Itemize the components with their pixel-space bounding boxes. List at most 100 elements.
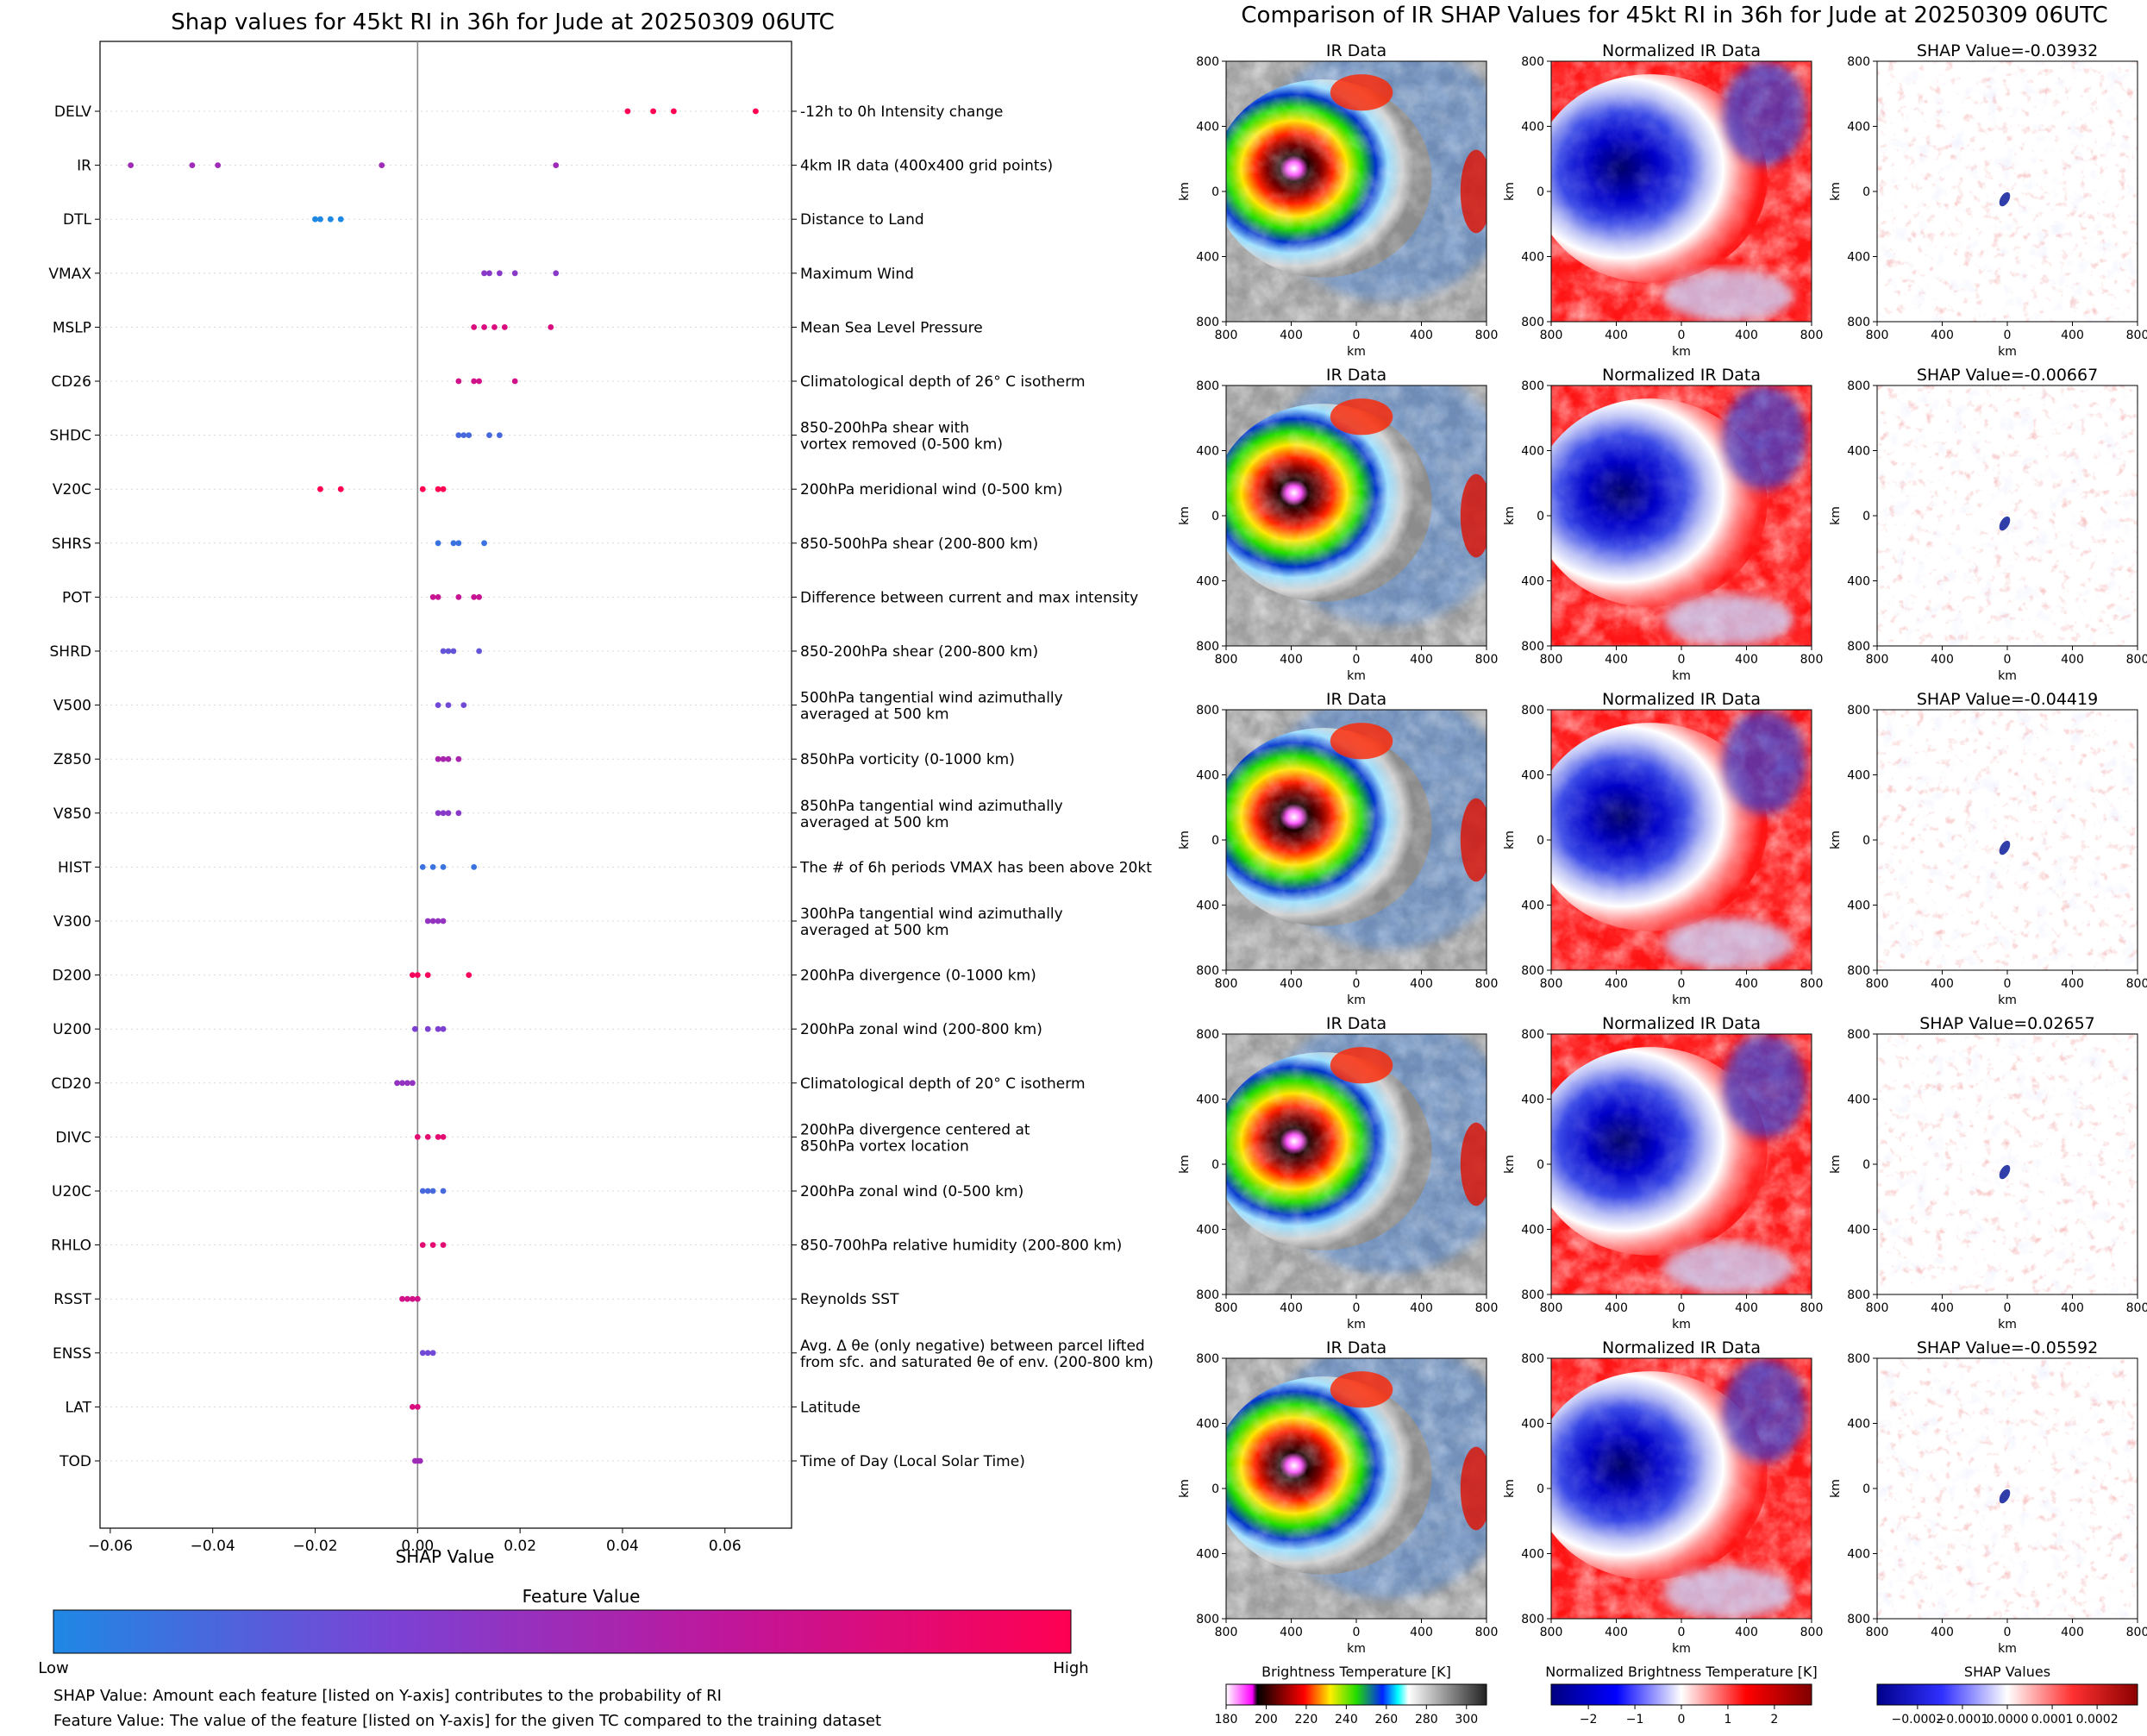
x-tick-label: 400 xyxy=(2061,1626,2084,1639)
shap-point xyxy=(435,810,441,817)
shap-point xyxy=(399,1295,405,1302)
colorbar-tick-label: 300 xyxy=(1455,1713,1478,1727)
x-tick-label: 0 xyxy=(1353,1301,1361,1315)
x-tick-label: 800 xyxy=(1866,1301,1889,1315)
y-tick-label: 400 xyxy=(1847,1418,1870,1432)
norm-noise xyxy=(1551,1034,1812,1294)
colorbar-strip xyxy=(1550,1683,1812,1706)
feature-code-label: SHRS xyxy=(52,536,91,553)
colorbar-tick-label: 200 xyxy=(1255,1713,1278,1727)
y-tick-label: 400 xyxy=(1847,575,1870,589)
ir-panel-title: IR Data xyxy=(1326,1338,1386,1357)
colorbar-tick-label: 240 xyxy=(1335,1713,1358,1727)
x-axis-label: km xyxy=(1998,345,2017,359)
y-tick-label: 800 xyxy=(1521,1028,1544,1042)
feature-code-label: RSST xyxy=(53,1291,91,1308)
y-tick-label: 800 xyxy=(1521,704,1544,718)
shap-panel-title: SHAP Value=-0.05592 xyxy=(1917,1338,2098,1357)
norm-noise xyxy=(1551,710,1812,970)
y-axis-label: km xyxy=(1503,182,1517,201)
feature-description: Time of Day (Local Solar Time) xyxy=(799,1453,1025,1470)
footnote-shap: SHAP Value: Amount each feature [listed … xyxy=(53,1687,722,1705)
x-tick-label: 0 xyxy=(1353,977,1361,991)
feature-description: 200hPa divergence (0-1000 km) xyxy=(800,968,1036,985)
y-tick-label: 400 xyxy=(1847,1094,1870,1107)
shap-point xyxy=(414,1404,421,1410)
feature-code-label: DELV xyxy=(54,103,91,121)
y-tick-label: 800 xyxy=(1521,55,1544,69)
y-tick-label: 400 xyxy=(1196,1094,1219,1107)
y-tick-label: 800 xyxy=(1521,1352,1544,1366)
y-tick-label: 800 xyxy=(1196,1288,1219,1302)
y-tick-label: 800 xyxy=(1521,316,1544,329)
y-tick-label: 800 xyxy=(1196,640,1219,654)
colorbar-low-label: Low xyxy=(38,1659,68,1677)
x-tick-label: 0 xyxy=(1353,329,1361,342)
y-axis-label: km xyxy=(1503,506,1517,525)
y-tick-label: 400 xyxy=(1196,1418,1219,1432)
y-tick-label: 800 xyxy=(1196,1028,1219,1042)
y-tick-label: 800 xyxy=(1847,1613,1870,1626)
shap-point xyxy=(429,594,436,600)
feature-description: 4km IR data (400x400 grid points) xyxy=(800,158,1053,175)
x-tick-label: 0.06 xyxy=(709,1538,742,1555)
shap-point xyxy=(435,702,441,708)
shap-point xyxy=(466,432,473,438)
feature-description: Mean Sea Level Pressure xyxy=(800,319,983,336)
y-tick-label: 400 xyxy=(1196,1548,1219,1562)
ir-cell-east xyxy=(1460,149,1487,234)
x-tick-label: 400 xyxy=(1280,653,1303,667)
x-tick-label: 0 xyxy=(2004,653,2012,667)
feature-value-colorbar xyxy=(53,1609,1072,1654)
shap-ir-panel: SHAP Value=-0.03932800800400400004004008… xyxy=(1829,41,2147,359)
y-tick-label: 400 xyxy=(1847,445,1870,459)
feature-description: averaged at 500 km xyxy=(800,814,949,831)
y-axis-label: km xyxy=(1178,830,1192,849)
shap-point xyxy=(424,972,431,978)
ir-panel-title: IR Data xyxy=(1326,690,1386,709)
y-tick-label: 400 xyxy=(1196,121,1219,135)
x-tick-label: 800 xyxy=(1215,977,1238,991)
shap-point xyxy=(424,918,431,924)
x-tick-label: 800 xyxy=(1540,1301,1563,1315)
x-tick-label: 800 xyxy=(2126,1301,2147,1315)
shap-point xyxy=(440,918,447,924)
shap-point xyxy=(379,162,385,169)
feature-code-label: LAT xyxy=(65,1399,91,1416)
shap-point xyxy=(429,918,436,924)
brightness-temperature-colorbar: Brightness Temperature [K] 180 200 220 240 26… xyxy=(1215,1664,1487,1727)
comparison-title: Comparison of IR SHAP Values for 45kt RI… xyxy=(1241,3,2107,28)
y-tick-label: 400 xyxy=(1847,1224,1870,1238)
feature-description: vortex removed (0-500 km) xyxy=(800,436,1003,454)
y-axis-label: km xyxy=(1503,1155,1517,1174)
feature-description: averaged at 500 km xyxy=(800,922,949,939)
x-axis-label: km xyxy=(1347,993,1366,1007)
feature-description: from sfc. and saturated θe of env. (200-… xyxy=(800,1354,1154,1371)
shap-point xyxy=(624,108,631,115)
y-tick-label: 400 xyxy=(1521,1094,1544,1107)
y-tick-label: 800 xyxy=(1196,55,1219,69)
colorbar-high-label: High xyxy=(1053,1659,1088,1677)
x-tick-label: 400 xyxy=(1931,977,1954,991)
shap-point xyxy=(753,108,759,115)
shap-point xyxy=(455,540,462,547)
feature-code-label: V300 xyxy=(53,913,91,931)
x-tick-label: 400 xyxy=(1735,977,1758,991)
colorbar-tick-label: 180 xyxy=(1215,1713,1238,1727)
y-tick-label: 800 xyxy=(1847,55,1870,69)
x-tick-label: 800 xyxy=(2126,977,2147,991)
x-axis-label: km xyxy=(1347,1642,1366,1656)
shap-point xyxy=(476,648,483,655)
feature-description: 850-200hPa shear (200-800 km) xyxy=(800,643,1038,661)
shap-core-mark xyxy=(1999,516,2011,531)
x-tick-label: −0.04 xyxy=(191,1538,235,1555)
y-tick-label: 400 xyxy=(1521,251,1544,265)
shap-point xyxy=(501,324,508,330)
x-tick-label: 800 xyxy=(1475,1301,1499,1315)
shap-red-field xyxy=(1877,1358,2138,1619)
shap-point xyxy=(409,972,416,978)
shap-point xyxy=(429,1350,436,1357)
y-tick-label: 0 xyxy=(1537,1158,1544,1172)
feature-code-label: Z850 xyxy=(53,751,91,768)
